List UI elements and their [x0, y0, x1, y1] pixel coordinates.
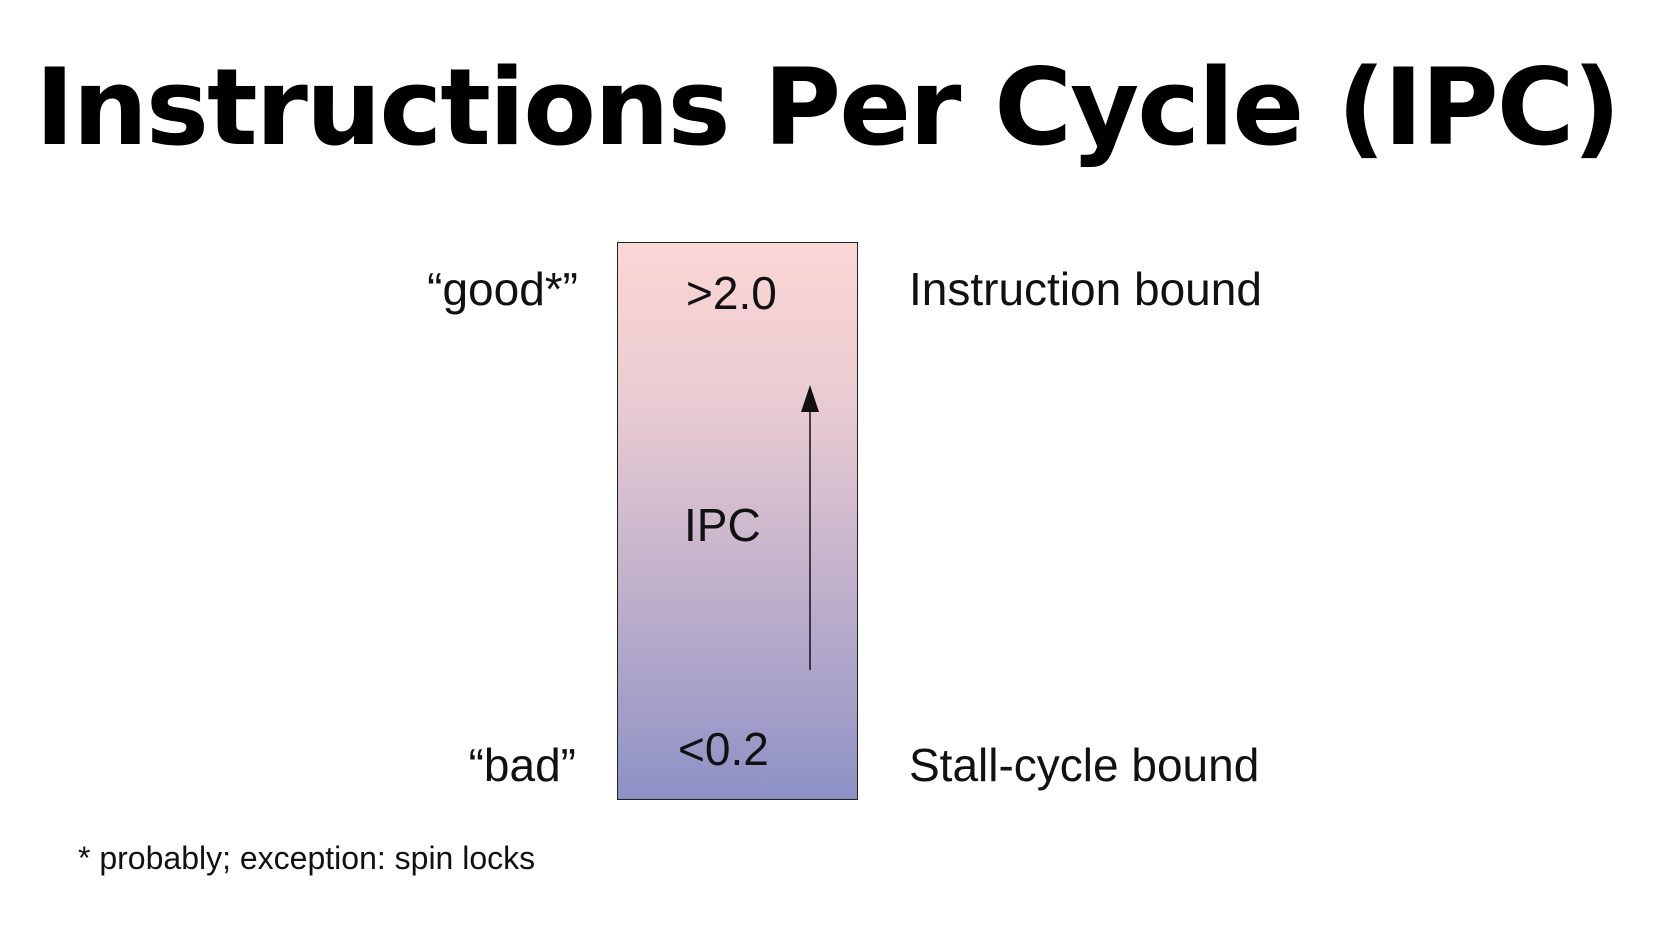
up-arrow-icon [801, 385, 819, 670]
ipc-gradient-bar [617, 242, 858, 800]
good-label: “good*” [427, 263, 578, 315]
bad-label: “bad” [468, 739, 576, 791]
low-ipc-value: <0.2 [678, 723, 769, 775]
ipc-axis-label: IPC [684, 499, 761, 551]
high-ipc-value: >2.0 [686, 267, 777, 319]
footnote: * probably; exception: spin locks [78, 840, 536, 876]
instruction-bound-label: Instruction bound [909, 263, 1262, 315]
page-title: Instructions Per Cycle (IPC) [35, 46, 1621, 169]
stall-cycle-bound-label: Stall-cycle bound [909, 739, 1260, 791]
